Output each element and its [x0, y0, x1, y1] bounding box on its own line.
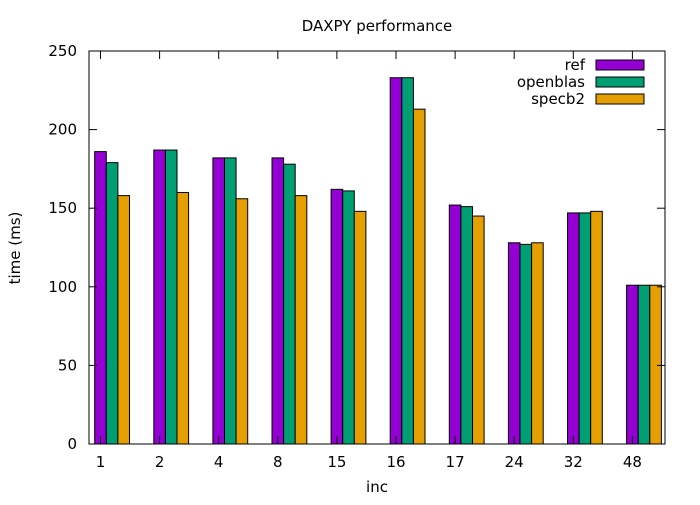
bar-specb2-2 [176, 191, 190, 445]
bar-openblas-48 [637, 284, 651, 445]
y-tick-label: 50 [58, 356, 77, 374]
chart-title: DAXPY performance [302, 17, 453, 35]
x-tick-label: 2 [155, 453, 165, 471]
bar-ref-32 [567, 212, 580, 445]
bar-openblas-2 [164, 149, 178, 445]
legend-label-specb2: specb2 [531, 90, 585, 108]
bar-ref-2 [153, 149, 166, 445]
bar-specb2-4 [235, 198, 249, 445]
bar-ref-15 [330, 188, 344, 445]
x-tick-label: 17 [446, 453, 465, 471]
bar-openblas-24 [519, 243, 533, 445]
legend-swatch-openblas [595, 76, 645, 88]
bar-openblas-17 [460, 206, 473, 445]
bar-specb2-17 [472, 215, 485, 445]
bar-openblas-8 [283, 163, 296, 445]
x-tick-label: 15 [327, 453, 346, 471]
bar-ref-4 [212, 157, 225, 445]
bar-ref-48 [626, 284, 639, 445]
plot-frame [88, 50, 666, 445]
x-tick-label: 24 [505, 453, 524, 471]
bar-ref-8 [271, 157, 285, 445]
bar-openblas-16 [401, 77, 414, 445]
bar-specb2-1 [117, 195, 131, 445]
y-tick-label: 100 [48, 278, 77, 296]
y-tick-label: 0 [67, 435, 77, 453]
legend-label-ref: ref [565, 56, 586, 74]
y-axis-title: time (ms) [6, 212, 24, 285]
bar-ref-17 [448, 204, 462, 445]
bar-specb2-8 [294, 195, 308, 445]
x-tick-label: 16 [386, 453, 405, 471]
bar-specb2-15 [353, 210, 367, 445]
y-tick-label: 250 [48, 42, 77, 60]
legend-swatch-specb2 [595, 93, 645, 105]
bar-ref-16 [389, 77, 403, 445]
x-tick-label: 48 [623, 453, 642, 471]
y-tick-label: 200 [48, 121, 77, 139]
x-tick-label: 4 [214, 453, 224, 471]
bar-specb2-32 [590, 210, 603, 445]
bar-openblas-32 [578, 212, 592, 445]
x-axis-title: inc [366, 478, 388, 496]
y-tick-label: 150 [48, 199, 77, 217]
bar-ref-24 [507, 242, 521, 445]
x-tick-label: 8 [273, 453, 283, 471]
bar-openblas-1 [105, 162, 119, 445]
x-tick-label: 1 [96, 453, 106, 471]
bar-openblas-4 [224, 157, 237, 445]
bar-ref-1 [94, 151, 107, 445]
bar-openblas-15 [342, 190, 355, 445]
x-tick-label: 32 [564, 453, 583, 471]
bars-layer [94, 77, 662, 445]
bar-specb2-24 [531, 242, 544, 445]
bar-specb2-16 [412, 108, 426, 445]
legend-swatch-ref [595, 59, 645, 71]
legend-label-openblas: openblas [517, 73, 585, 91]
bar-specb2-48 [649, 284, 662, 445]
